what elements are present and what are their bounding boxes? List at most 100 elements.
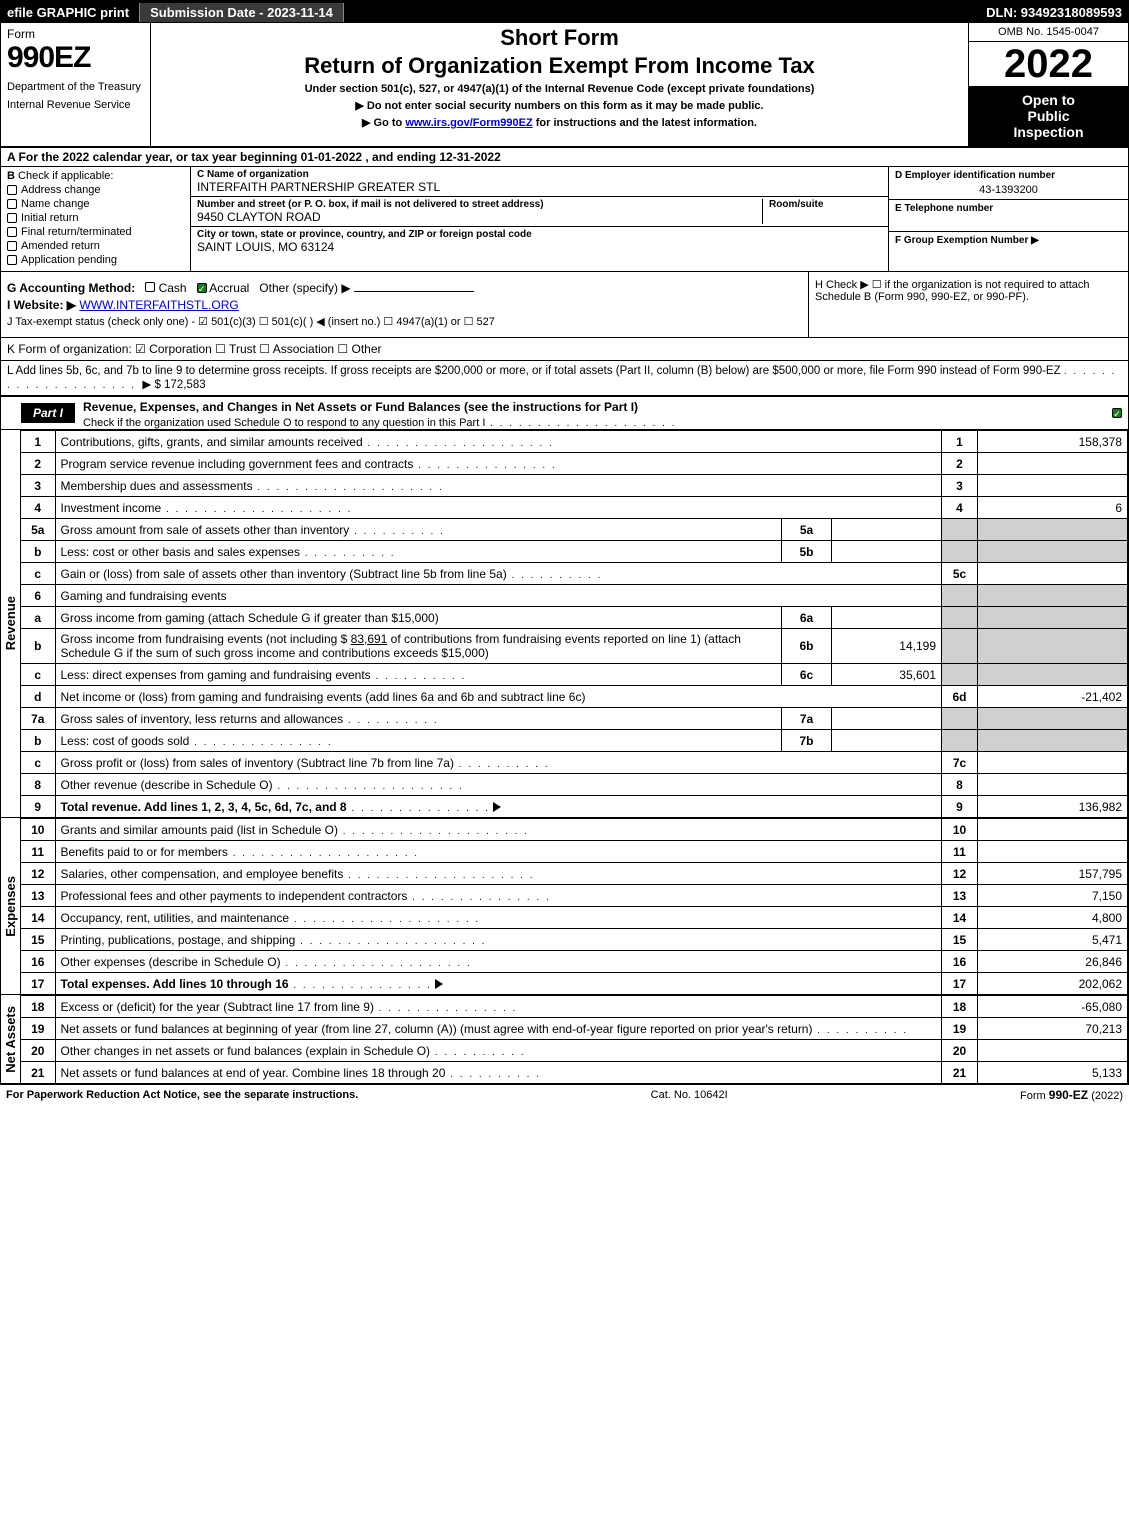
i-label: I Website: ▶ — [7, 298, 76, 312]
revenue-side-label: Revenue — [1, 430, 21, 818]
col-def: D Employer identification number 43-1393… — [888, 167, 1128, 271]
form-header: Form 990EZ Department of the Treasury In… — [1, 23, 1128, 148]
col-b: B Check if applicable: Address change Na… — [1, 167, 191, 271]
line-3: 3Membership dues and assessments3 — [21, 475, 1128, 497]
row-l-gross-receipts: L Add lines 5b, 6c, and 7b to line 9 to … — [1, 361, 1128, 397]
line-14: 14Occupancy, rent, utilities, and mainte… — [21, 907, 1128, 929]
header-mid: Short Form Return of Organization Exempt… — [151, 23, 968, 146]
line-8: 8Other revenue (describe in Schedule O)8 — [21, 774, 1128, 796]
website-link[interactable]: WWW.INTERFAITHSTL.ORG — [79, 298, 238, 312]
col-c: C Name of organization INTERFAITH PARTNE… — [191, 167, 888, 271]
line-6a: aGross income from gaming (attach Schedu… — [21, 607, 1128, 629]
line-7c: cGross profit or (loss) from sales of in… — [21, 752, 1128, 774]
row-k-org-form: K Form of organization: ☑ Corporation ☐ … — [1, 338, 1128, 361]
checkbox-icon — [7, 227, 17, 237]
open-line3: Inspection — [973, 124, 1124, 140]
tax-year: 2022 — [969, 42, 1128, 86]
line-5a: 5aGross amount from sale of assets other… — [21, 519, 1128, 541]
efile-label: efile GRAPHIC print — [1, 5, 135, 20]
header-left: Form 990EZ Department of the Treasury In… — [1, 23, 151, 146]
header-right: OMB No. 1545-0047 2022 Open to Public In… — [968, 23, 1128, 146]
g-other-input[interactable] — [354, 291, 474, 292]
g-label: G Accounting Method: — [7, 281, 135, 295]
h-schedule-b: H Check ▶ ☐ if the organization is not r… — [808, 272, 1128, 337]
e-phone: E Telephone number — [889, 200, 1128, 232]
arrow-icon — [493, 802, 501, 812]
line-10: 10Grants and similar amounts paid (list … — [21, 819, 1128, 841]
b-label: B — [7, 170, 15, 182]
c-city-value: SAINT LOUIS, MO 63124 — [197, 240, 882, 254]
checkbox-icon — [7, 241, 17, 251]
chk-name-change[interactable]: Name change — [7, 198, 184, 210]
line-6b: bGross income from fundraising events (n… — [21, 629, 1128, 664]
line-1: 1Contributions, gifts, grants, and simil… — [21, 431, 1128, 453]
l-text: L Add lines 5b, 6c, and 7b to line 9 to … — [7, 365, 1061, 377]
e-value — [895, 214, 1122, 228]
footer-paperwork: For Paperwork Reduction Act Notice, see … — [6, 1089, 358, 1101]
revenue-section: Revenue 1Contributions, gifts, grants, a… — [1, 430, 1128, 818]
dln-label: DLN: 93492318089593 — [980, 5, 1128, 20]
checkbox-icon — [7, 255, 17, 265]
chk-address-change[interactable]: Address change — [7, 184, 184, 196]
c-name-row: C Name of organization INTERFAITH PARTNE… — [191, 167, 888, 197]
irs-link[interactable]: www.irs.gov/Form990EZ — [405, 117, 532, 129]
c-street-label: Number and street (or P. O. box, if mail… — [197, 199, 762, 210]
line-6c: cLess: direct expenses from gaming and f… — [21, 664, 1128, 686]
part1-header: Part I Revenue, Expenses, and Changes in… — [1, 397, 1128, 430]
b-text: Check if applicable: — [18, 170, 113, 182]
ghij-left: G Accounting Method: Cash ✓ Accrual Othe… — [1, 272, 808, 337]
c-street-row: Number and street (or P. O. box, if mail… — [191, 197, 888, 227]
row-a-taxyear: A For the 2022 calendar year, or tax yea… — [1, 148, 1128, 167]
line-18: 18Excess or (deficit) for the year (Subt… — [21, 996, 1128, 1018]
netassets-table: 18Excess or (deficit) for the year (Subt… — [21, 995, 1128, 1084]
checkbox-icon — [7, 185, 17, 195]
chk-final-return[interactable]: Final return/terminated — [7, 226, 184, 238]
page-footer: For Paperwork Reduction Act Notice, see … — [0, 1085, 1129, 1105]
line-13: 13Professional fees and other payments t… — [21, 885, 1128, 907]
expenses-table: 10Grants and similar amounts paid (list … — [21, 818, 1128, 995]
open-line2: Public — [973, 108, 1124, 124]
submission-date: Submission Date - 2023-11-14 — [139, 3, 344, 22]
l-amount: ▶ $ 172,583 — [142, 379, 205, 391]
dept-irs: Internal Revenue Service — [7, 99, 144, 111]
footer-catno: Cat. No. 10642I — [651, 1089, 728, 1101]
chk-application-pending[interactable]: Application pending — [7, 254, 184, 266]
line-21: 21Net assets or fund balances at end of … — [21, 1062, 1128, 1084]
checkbox-checked-icon[interactable]: ✓ — [197, 283, 207, 293]
chk-initial-return[interactable]: Initial return — [7, 212, 184, 224]
d-label: D Employer identification number — [895, 170, 1122, 181]
part1-schedule-o-check[interactable]: ✓ — [1112, 406, 1122, 420]
line-20: 20Other changes in net assets or fund ba… — [21, 1040, 1128, 1062]
line-15: 15Printing, publications, postage, and s… — [21, 929, 1128, 951]
checkbox-icon — [7, 199, 17, 209]
part1-subtitle: Check if the organization used Schedule … — [83, 417, 485, 429]
chk-amended-return[interactable]: Amended return — [7, 240, 184, 252]
subtitle-sections: Under section 501(c), 527, or 4947(a)(1)… — [159, 83, 960, 95]
line-4: 4Investment income46 — [21, 497, 1128, 519]
line-12: 12Salaries, other compensation, and empl… — [21, 863, 1128, 885]
c-room-label: Room/suite — [769, 199, 882, 210]
line-16: 16Other expenses (describe in Schedule O… — [21, 951, 1128, 973]
goto-link-line: ▶ Go to www.irs.gov/Form990EZ for instru… — [159, 116, 960, 129]
title-short-form: Short Form — [159, 25, 960, 51]
g-accounting: G Accounting Method: Cash ✓ Accrual Othe… — [7, 281, 802, 295]
box-bcdef: B Check if applicable: Address change Na… — [1, 167, 1128, 272]
line-6d: dNet income or (loss) from gaming and fu… — [21, 686, 1128, 708]
form-990ez: efile GRAPHIC print Submission Date - 20… — [0, 0, 1129, 1085]
line-6: 6Gaming and fundraising events — [21, 585, 1128, 607]
netassets-section: Net Assets 18Excess or (deficit) for the… — [1, 995, 1128, 1084]
line-17: 17Total expenses. Add lines 10 through 1… — [21, 973, 1128, 995]
dots — [485, 417, 676, 429]
e-label: E Telephone number — [895, 203, 1122, 214]
arrow-icon — [435, 979, 443, 989]
c-city-label: City or town, state or province, country… — [197, 229, 882, 240]
line-19: 19Net assets or fund balances at beginni… — [21, 1018, 1128, 1040]
line-2: 2Program service revenue including gover… — [21, 453, 1128, 475]
checkbox-checked-icon: ✓ — [1112, 408, 1122, 418]
footer-formref: Form 990-EZ (2022) — [1020, 1088, 1123, 1102]
omb-number: OMB No. 1545-0047 — [969, 23, 1128, 42]
goto-post: for instructions and the latest informat… — [533, 117, 757, 129]
checkbox-icon[interactable] — [145, 282, 155, 292]
form-number: 990EZ — [7, 41, 144, 75]
part1-label: Part I — [21, 403, 75, 423]
